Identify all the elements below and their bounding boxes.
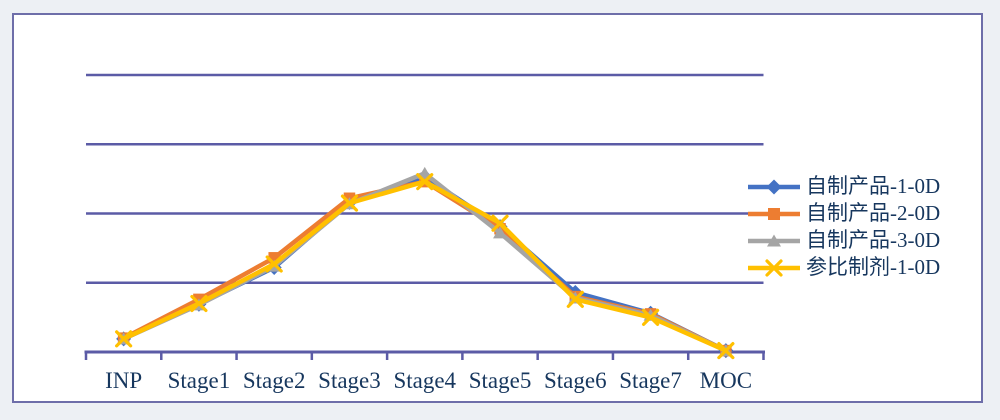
series-参比制剂-1-0D — [115, 173, 735, 360]
legend-label: 参比制剂-1-0D — [806, 255, 941, 279]
series-line — [121, 179, 729, 353]
legend-swatch-icon — [748, 179, 800, 194]
x-axis-label: Stage3 — [318, 368, 381, 393]
x-marker-icon — [566, 290, 584, 308]
triangle-marker-icon — [493, 226, 508, 239]
legend-swatch-icon — [748, 207, 800, 220]
square-marker-icon — [768, 207, 780, 220]
diamond-marker-icon — [766, 179, 782, 194]
x-axis-label: Stage5 — [469, 368, 532, 393]
x-marker-icon — [190, 294, 208, 313]
series-line — [121, 171, 729, 353]
legend-swatch-icon — [748, 234, 800, 246]
series-line — [121, 179, 729, 353]
series-自制产品-1-0D — [116, 169, 734, 359]
x-axis-label: INP — [105, 368, 142, 393]
legend-item: 自制产品-3-0D — [746, 227, 940, 254]
legend-item: 自制产品-2-0D — [746, 200, 940, 227]
x-marker-icon — [340, 194, 359, 212]
x-marker-icon — [491, 214, 509, 232]
chart-legend: 自制产品-1-0D 自制产品-2-0D 自制产品-3-0D 参比制剂-1-0D — [746, 173, 940, 281]
legend-label: 自制产品-2-0D — [806, 201, 941, 225]
series-自制产品-2-0D — [117, 175, 732, 357]
x-marker-icon — [765, 258, 783, 277]
legend-item: 参比制剂-1-0D — [746, 254, 940, 281]
triangle-marker-icon — [767, 234, 781, 246]
x-marker-icon — [717, 342, 735, 360]
legend-item: 自制产品-1-0D — [746, 173, 940, 200]
legend-label: 自制产品-3-0D — [806, 228, 941, 252]
x-axis-label: Stage7 — [619, 368, 682, 393]
x-marker-icon — [641, 308, 660, 326]
x-axis-label: Stage2 — [243, 368, 306, 393]
legend-swatch-icon — [748, 258, 800, 277]
series-line — [121, 174, 729, 353]
x-marker-icon — [115, 330, 133, 348]
x-axis-label: Stage1 — [168, 368, 231, 393]
chart-panel — [12, 13, 983, 403]
legend-label: 自制产品-1-0D — [806, 174, 941, 198]
x-marker-icon — [416, 173, 434, 191]
x-marker-icon — [265, 255, 283, 273]
triangle-marker-icon — [417, 166, 432, 179]
x-axis-label: Stage4 — [393, 368, 456, 393]
square-marker-icon — [268, 252, 280, 264]
x-axis-label: Stage6 — [544, 368, 607, 393]
x-axis-label: MOC — [700, 368, 752, 393]
series-自制产品-3-0D — [116, 166, 733, 357]
